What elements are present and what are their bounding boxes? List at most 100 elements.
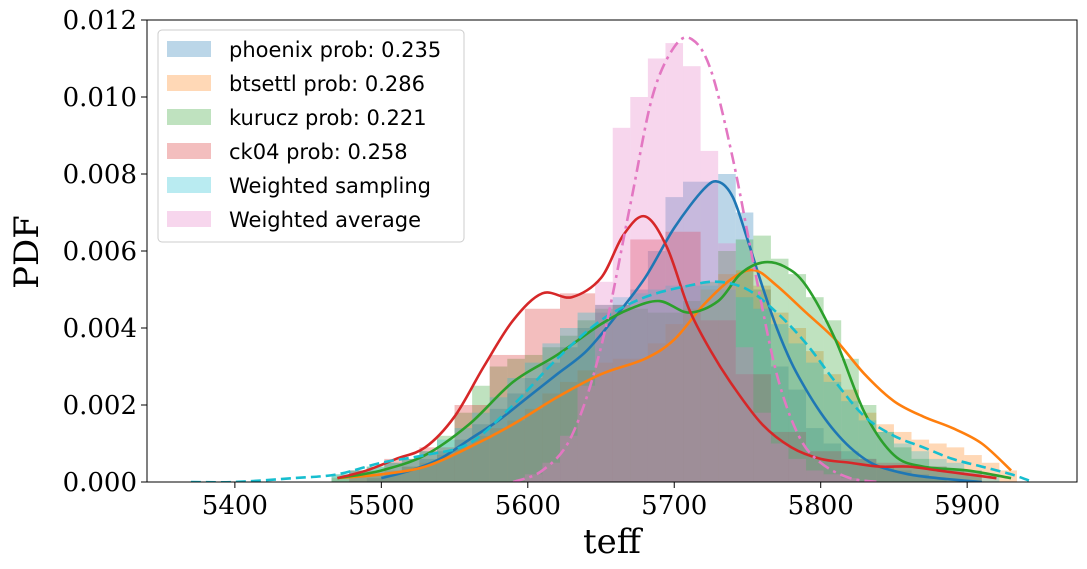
hist-bar: [507, 420, 525, 482]
hist-bar: [999, 470, 1017, 482]
hist-bar: [560, 381, 578, 482]
kde-line-4: [190, 280, 1034, 482]
hist-bar: [823, 381, 842, 482]
hist-bar: [700, 289, 719, 482]
hist-bar: [384, 474, 402, 482]
hist-bar: [630, 289, 648, 482]
hist-bar: [647, 289, 666, 482]
hist-bar: [454, 405, 490, 482]
hist-bar: [560, 435, 578, 482]
hist-bar: [788, 274, 807, 482]
hist-bar: [577, 385, 596, 482]
y-tick-label: 0.008: [63, 160, 137, 190]
y-tick-label: 0.002: [63, 391, 137, 421]
x-tick-label: 5800: [788, 491, 854, 521]
hist-bar: [718, 289, 736, 482]
hist-bar: [577, 320, 596, 482]
hist-bar: [665, 324, 684, 482]
hist-bar: [489, 397, 508, 482]
hist-bar: [507, 378, 525, 482]
y-tick-label: 0.004: [63, 314, 137, 344]
hist-group-2: [331, 235, 982, 482]
hist-bar: [806, 428, 824, 482]
hist-bar: [595, 281, 613, 482]
hist-bar: [630, 308, 648, 482]
hist-bar: [489, 366, 508, 482]
hist-bar: [542, 343, 561, 482]
hist-bar: [700, 150, 719, 482]
hist-bar: [542, 393, 561, 482]
hist-bar: [612, 304, 631, 482]
y-axis-title: PDF: [7, 215, 47, 289]
hist-bar: [612, 358, 631, 482]
hist-bar: [788, 458, 807, 482]
hist-bar: [911, 474, 930, 482]
x-tick-label: 5500: [348, 491, 414, 521]
hist-bar: [683, 66, 701, 482]
legend: phoenix prob: 0.235 btsettl prob: 0.286 ku…: [157, 29, 465, 243]
hist-bar: [489, 408, 508, 482]
hist-bar: [524, 408, 543, 482]
hist-bar: [595, 308, 613, 482]
legend-label: kurucz prob: 0.221: [229, 106, 427, 130]
hist-bar: [630, 358, 648, 482]
hist-bar: [823, 474, 842, 482]
hist-bar: [753, 289, 771, 482]
hist-bar: [753, 308, 771, 482]
hist-bar: [823, 443, 842, 482]
hist-bar: [735, 297, 754, 482]
hist-bar: [700, 285, 719, 482]
hist-bar: [612, 127, 631, 482]
x-tick-label: 5900: [934, 491, 1000, 521]
hist-bar: [595, 312, 613, 482]
hist-bar: [630, 239, 666, 482]
legend-label: btsettl prob: 0.286: [229, 72, 425, 96]
hist-bar: [472, 412, 490, 482]
hist-bar: [454, 447, 473, 482]
hist-bar: [893, 431, 912, 482]
hist-bar: [507, 358, 525, 482]
hist-bar: [612, 297, 631, 482]
hist-bar: [929, 443, 947, 482]
hist-bar: [718, 243, 736, 482]
hist-bar: [788, 389, 807, 482]
hist-bar: [770, 443, 789, 482]
legend-swatch: [167, 211, 211, 227]
hist-bar: [929, 478, 947, 482]
hist-bar: [665, 231, 701, 482]
hist-bar: [349, 474, 367, 482]
hist-bar: [700, 181, 719, 482]
hist-bar: [647, 343, 666, 482]
hist-bar: [683, 285, 701, 482]
hist-bar: [665, 312, 684, 482]
hist-bar: [735, 239, 754, 482]
hist-bar: [630, 97, 648, 482]
hist-bar: [647, 251, 666, 482]
hist-bar: [524, 378, 543, 482]
kde-line-1: [337, 268, 1012, 480]
y-tick-label: 0.000: [63, 468, 137, 498]
hist-bar: [841, 389, 859, 482]
legend-swatch: [167, 177, 211, 193]
legend-label: phoenix prob: 0.235: [229, 38, 441, 62]
hist-bar: [612, 304, 631, 482]
kde-line-3: [337, 214, 997, 480]
hist-bar: [577, 370, 596, 482]
hist-bar: [770, 431, 807, 482]
hist-bar: [841, 478, 859, 482]
hist-bar: [770, 258, 789, 482]
hist-bar: [946, 470, 982, 482]
hist-bar: [524, 474, 543, 482]
legend-swatch: [167, 75, 211, 91]
x-tick-label: 5400: [202, 491, 268, 521]
hist-bar: [524, 362, 543, 482]
hist-bar: [735, 270, 754, 482]
hist-bar: [454, 439, 473, 482]
hist-group-5: [524, 43, 859, 482]
hist-bar: [770, 312, 789, 482]
x-axis-title: teff: [583, 522, 644, 562]
hist-bar: [507, 393, 525, 482]
hist-bar: [454, 428, 473, 482]
hist-bar: [366, 478, 385, 482]
